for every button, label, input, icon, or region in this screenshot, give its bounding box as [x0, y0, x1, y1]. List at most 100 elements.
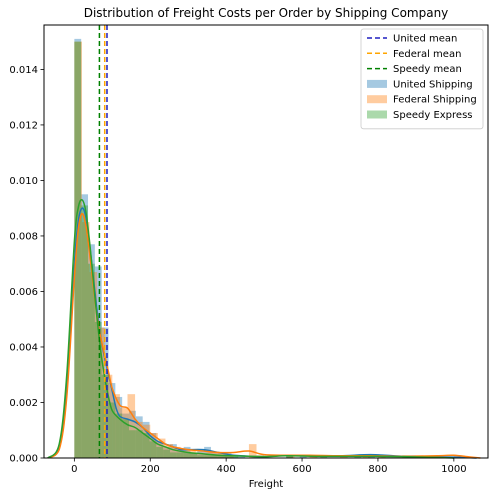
speedy-express-bar	[81, 205, 89, 458]
united-shipping-bar	[163, 446, 170, 458]
federal-shipping-bar	[119, 408, 128, 458]
legend-entry-united-mean: United mean	[367, 34, 457, 45]
legend-entry-speedy-express: Speedy Express	[367, 110, 473, 121]
speedy-express-bar	[115, 413, 123, 458]
legend-label: United Shipping	[393, 79, 473, 90]
federal-shipping-bars	[74, 41, 462, 459]
speedy-express-bar	[204, 455, 211, 458]
united-shipping-bar	[135, 416, 143, 458]
legend-entry-speedy-mean: Speedy mean	[367, 64, 462, 75]
united-shipping-bar	[176, 449, 184, 458]
legend-entry-united-shipping: United Shipping	[367, 79, 473, 90]
legend-patch-swatch	[367, 79, 387, 88]
kde-curves	[47, 199, 481, 459]
united-shipping-bar	[149, 433, 157, 458]
federal-shipping-bar	[104, 374, 113, 458]
speedy-express-bar	[142, 433, 150, 458]
united-shipping-bar	[156, 441, 164, 458]
federal-shipping-bar	[112, 394, 120, 458]
legend-label: Speedy mean	[393, 64, 462, 75]
speedy-express-bar	[224, 455, 232, 458]
speedy-express-bar	[210, 455, 218, 458]
legend-label: Federal mean	[393, 49, 461, 60]
x-tick-label: 0	[71, 464, 77, 475]
federal-shipping-bar	[188, 449, 196, 458]
speedy-express-bars	[74, 41, 410, 459]
united-shipping-bar	[81, 194, 89, 458]
speedy-express-bar	[183, 452, 191, 458]
united-shipping-bar	[190, 452, 198, 458]
united-shipping-bar	[122, 413, 129, 458]
speedy-express-bar	[122, 419, 129, 458]
united-shipping-bar	[74, 38, 82, 458]
y-axis-ticks: 0.000 0.002 0.004 0.006 0.008 0.010 0.012 0.014	[9, 65, 44, 465]
y-tick-label: 0.000	[9, 454, 38, 465]
united-shipping-bar	[286, 455, 293, 458]
axes-frame	[43, 24, 489, 459]
speedy-express-bar	[286, 455, 293, 458]
speedy-express-kde-curve	[47, 199, 454, 459]
chart-title: Distribution of Freight Costs per Order …	[84, 6, 449, 20]
federal-shipping-bar	[195, 452, 204, 458]
federal-shipping-bar	[180, 449, 189, 458]
united-shipping-bar	[169, 444, 177, 458]
plot-area	[47, 25, 481, 459]
speedy-express-bar	[88, 263, 95, 458]
legend-box	[360, 28, 484, 130]
united-shipping-bar	[108, 383, 116, 458]
speedy-express-bar	[101, 374, 109, 458]
speedy-express-bar	[94, 321, 102, 458]
federal-shipping-bar	[226, 455, 234, 458]
legend-entry-federal-mean: Federal mean	[367, 49, 461, 60]
legend-patch-swatch	[367, 110, 387, 119]
speedy-express-bar	[156, 446, 164, 458]
united-shipping-bar	[101, 327, 109, 458]
federal-shipping-bar	[135, 421, 143, 458]
united-shipping-bar	[88, 244, 95, 458]
speedy-express-bar	[197, 455, 205, 458]
y-tick-label: 0.012	[9, 120, 38, 131]
speedy-express-bar	[149, 441, 157, 458]
speedy-express-bar	[169, 452, 177, 458]
mean-lines	[98, 25, 108, 458]
speedy-express-bar	[135, 430, 143, 458]
federal-shipping-bar	[97, 327, 105, 458]
federal-shipping-bar	[286, 455, 295, 458]
federal-shipping-bar	[150, 433, 158, 458]
speedy-express-bar	[163, 449, 170, 458]
united-shipping-bar	[94, 266, 102, 458]
united-shipping-bar	[142, 421, 150, 458]
x-tick-label: 200	[141, 464, 160, 475]
legend-label: Speedy Express	[393, 110, 473, 121]
x-axis-label: Freight	[249, 479, 284, 490]
federal-shipping-bar	[81, 222, 90, 458]
speedy-express-bar	[217, 455, 225, 458]
histogram-bars	[74, 38, 462, 459]
legend-entry-federal-shipping: Federal Shipping	[367, 95, 477, 106]
united-shipping-bar	[129, 410, 136, 458]
speedy-express-bar	[176, 452, 184, 458]
y-tick-label: 0.006	[9, 287, 38, 298]
y-tick-label: 0.004	[9, 342, 38, 353]
speedy-express-bar	[190, 452, 198, 458]
x-axis-ticks: 0 200 400 600 800 1000	[71, 458, 467, 475]
united-shipping-bar	[204, 446, 211, 458]
x-tick-label: 800	[368, 464, 387, 475]
federal-shipping-bar	[74, 41, 82, 459]
federal-shipping-bar	[203, 452, 211, 458]
speedy-express-bar	[129, 430, 136, 458]
speedy-express-bar	[231, 455, 239, 458]
legend-label: Federal Shipping	[393, 95, 477, 106]
federal-shipping-bar	[89, 272, 98, 458]
y-tick-label: 0.010	[9, 176, 38, 187]
x-tick-label: 600	[293, 464, 312, 475]
federal-shipping-bar	[142, 424, 151, 458]
speedy-express-bar	[108, 402, 116, 458]
legend-patch-swatch	[367, 95, 387, 104]
speedy-express-bar	[74, 41, 82, 459]
federal-shipping-bar	[157, 438, 166, 458]
x-tick-label: 400	[217, 464, 236, 475]
x-tick-label: 1000	[441, 464, 466, 475]
y-tick-label: 0.008	[9, 231, 38, 242]
